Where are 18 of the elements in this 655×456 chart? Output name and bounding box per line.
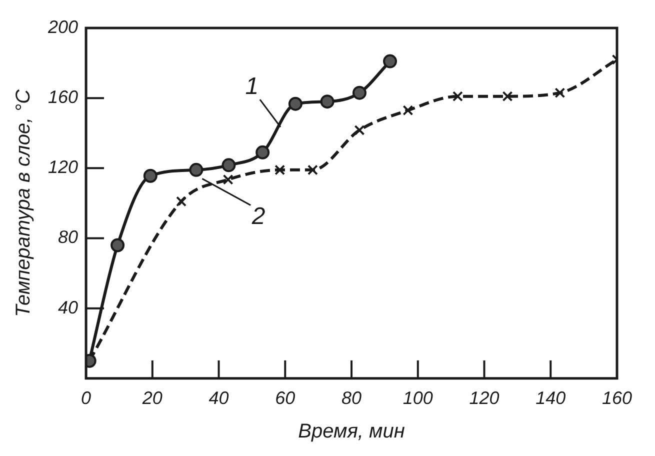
x-tick-label: 20 bbox=[141, 388, 162, 408]
series-label: 1 bbox=[245, 73, 259, 100]
x-tick-label: 140 bbox=[536, 388, 566, 408]
x-tick-label: 60 bbox=[275, 388, 296, 408]
x-tick-label: 120 bbox=[469, 388, 500, 408]
y-tick-label: 40 bbox=[58, 297, 78, 318]
y-axis-title: Температура в слое, °С bbox=[12, 88, 35, 318]
series-label: 2 bbox=[250, 202, 266, 230]
y-tick-label: 80 bbox=[58, 227, 78, 248]
x-tick-label: 40 bbox=[208, 388, 229, 408]
x-tick-label: 160 bbox=[602, 388, 632, 408]
y-tick-label: 160 bbox=[48, 87, 78, 108]
y-tick-label: 200 bbox=[46, 17, 78, 37]
y-tick-label: 120 bbox=[48, 157, 78, 178]
x-tick-label: 0 bbox=[81, 388, 92, 408]
x-tick-label: 80 bbox=[342, 388, 362, 408]
x-axis-title: Время, мин bbox=[298, 420, 405, 443]
x-tick-label: 100 bbox=[402, 388, 433, 408]
